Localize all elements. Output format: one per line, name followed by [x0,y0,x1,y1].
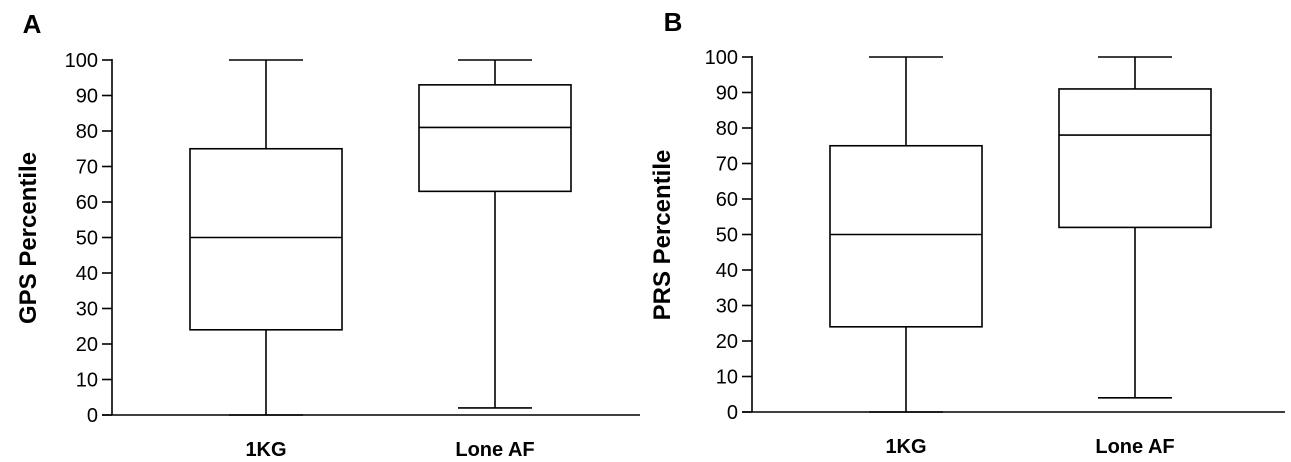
x-tick-label: Lone AF [1095,436,1174,458]
iqr-box [189,147,343,331]
y-tick-label: 50 [716,225,738,247]
x-tick-label: 1KG [245,439,286,461]
iqr-box [1058,88,1212,229]
plot-area-b: 0 10 20 30 40 50 60 70 80 90 100 1KG Lone AF [705,47,1285,458]
iqr-box [829,144,983,328]
y-tick-label: 90 [716,83,738,105]
y-tick-label: 60 [716,189,738,211]
y-tick-label: 80 [716,118,738,140]
y-tick-label: 10 [76,370,98,392]
y-tick-label: 20 [76,334,98,356]
iqr-box [418,84,572,193]
box-lone-af [418,59,572,409]
y-tick-label: 50 [76,228,98,250]
y-tick-label: 100 [705,47,738,69]
y-tick-label: 40 [76,263,98,285]
plot-area-a: 0 10 20 30 40 50 60 70 80 90 100 1KG Lone AF [65,50,640,461]
y-tick-label: 20 [716,331,738,353]
y-tick-label: 0 [727,402,738,424]
y-tick-label: 30 [716,296,738,318]
panel-label-b: B [664,7,683,37]
x-tick-label: Lone AF [455,439,534,461]
y-tick-label: 0 [87,405,98,427]
x-tick-label: 1KG [885,436,926,458]
y-axis-label-a: GPS Percentile [15,152,42,324]
y-axis-label-b: PRS Percentile [649,150,676,321]
y-tick-label: 40 [716,260,738,282]
y-tick-label: 90 [76,86,98,108]
panel-a: A GPS Percentile 0 10 20 30 40 50 60 70 80 90 100 1… [15,9,640,461]
y-tick-label: 70 [716,154,738,176]
y-tick-label: 70 [76,157,98,179]
panel-b: B PRS Percentile 0 10 20 30 40 50 60 70 80 90 100 1… [649,7,1285,458]
box-lone-af [1058,56,1212,399]
y-tick-label: 100 [65,50,98,72]
box-1kg [829,56,983,413]
y-tick-label: 10 [716,367,738,389]
y-tick-label: 30 [76,299,98,321]
y-tick-label: 80 [76,121,98,143]
box-1kg [189,59,343,416]
panel-label-a: A [23,9,42,39]
y-tick-label: 60 [76,192,98,214]
